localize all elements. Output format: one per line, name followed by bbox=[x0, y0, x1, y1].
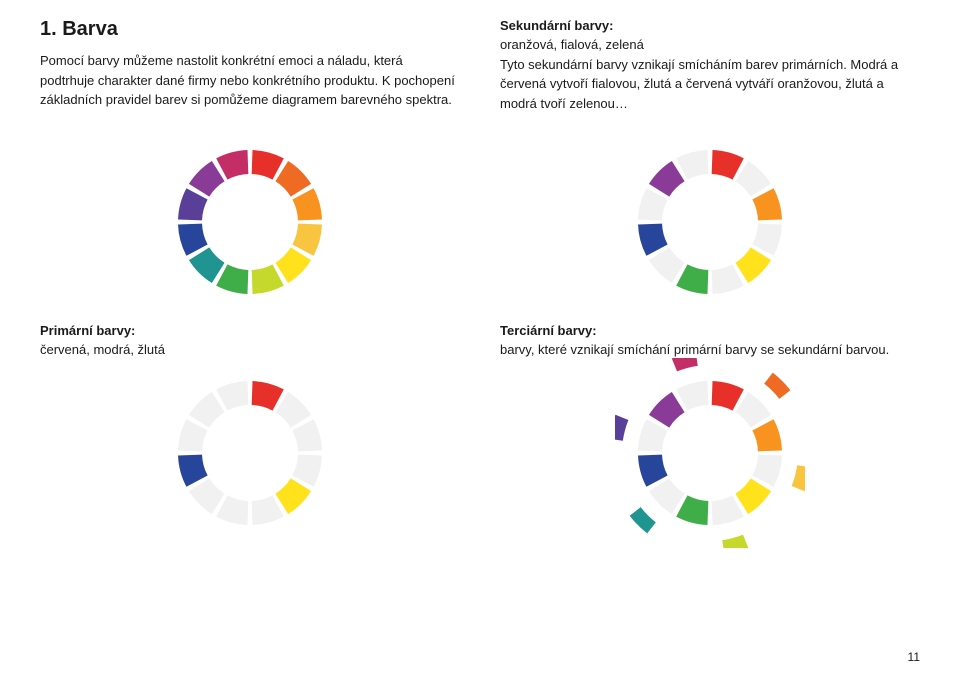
page-heading: 1. Barva bbox=[40, 18, 460, 41]
color-wheel-tertiary bbox=[615, 358, 805, 548]
tertiary-line1: barvy, které vznikají smíchání primární … bbox=[500, 340, 920, 360]
primary-title: Primární barvy: bbox=[40, 323, 460, 338]
primary-line1: červená, modrá, žlutá bbox=[40, 340, 460, 360]
color-wheel-secondary bbox=[615, 127, 805, 317]
secondary-title: Sekundární barvy: bbox=[500, 18, 920, 33]
secondary-line2: Tyto sekundární barvy vznikají smícháním… bbox=[500, 55, 920, 114]
tertiary-title: Terciární barvy: bbox=[500, 323, 920, 338]
color-wheel-full bbox=[155, 127, 345, 317]
intro-paragraph: Pomocí barvy můžeme nastolit konkrétní e… bbox=[40, 51, 460, 110]
color-wheel-primary bbox=[155, 358, 345, 548]
page-number: 11 bbox=[908, 650, 920, 664]
secondary-line1: oranžová, fialová, zelená bbox=[500, 35, 920, 55]
